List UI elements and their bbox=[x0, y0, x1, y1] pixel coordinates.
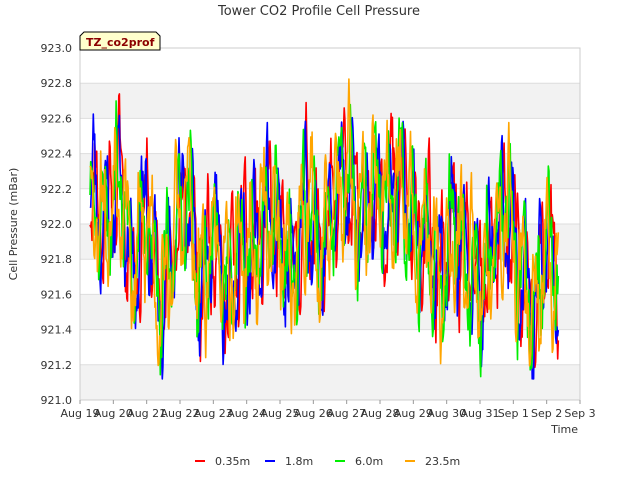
x-tick-label: Aug 24 bbox=[227, 407, 266, 420]
x-tick-label: Aug 28 bbox=[361, 407, 400, 420]
x-tick-label: Aug 26 bbox=[294, 407, 333, 420]
x-tick-label: Sep 1 bbox=[498, 407, 529, 420]
series-lines bbox=[89, 78, 560, 380]
y-tick-label: 921.0 bbox=[41, 394, 73, 407]
x-tick-label: Aug 27 bbox=[327, 407, 366, 420]
y-axis-label: Cell Pressure (mBar) bbox=[7, 168, 20, 281]
series-line-23.5m bbox=[89, 78, 560, 367]
x-tick-label: Aug 29 bbox=[394, 407, 433, 420]
y-tick-label: 922.4 bbox=[41, 148, 73, 161]
background-band bbox=[80, 83, 580, 119]
x-tick-label: Aug 22 bbox=[161, 407, 200, 420]
x-tick-label: Sep 2 bbox=[531, 407, 562, 420]
x-tick-label: Aug 23 bbox=[194, 407, 233, 420]
x-tick-label: Aug 31 bbox=[461, 407, 500, 420]
background-band bbox=[80, 364, 580, 400]
y-tick-label: 921.4 bbox=[41, 324, 73, 337]
y-tick-label: 922.8 bbox=[41, 77, 73, 90]
legend-label: 23.5m bbox=[425, 455, 460, 468]
x-axis-label: Time bbox=[550, 423, 578, 436]
y-tick-label: 922.2 bbox=[41, 183, 73, 196]
plot-frame bbox=[79, 47, 581, 401]
legend-label: 6.0m bbox=[355, 455, 383, 468]
y-tick-label: 922.0 bbox=[41, 218, 73, 231]
x-tick-label: Aug 19 bbox=[61, 407, 100, 420]
legend-label: 1.8m bbox=[285, 455, 313, 468]
x-tick-label: Aug 21 bbox=[127, 407, 166, 420]
station-badge: TZ_co2prof bbox=[79, 31, 161, 51]
chart-title: Tower CO2 Profile Cell Pressure bbox=[217, 4, 420, 19]
y-tick-label: 921.8 bbox=[41, 253, 73, 266]
y-tick-label: 922.6 bbox=[41, 112, 73, 125]
y-tick-label: 921.2 bbox=[41, 359, 73, 372]
y-tick-label: 921.6 bbox=[41, 288, 73, 301]
x-tick-label: Aug 30 bbox=[427, 407, 466, 420]
x-tick-label: Aug 25 bbox=[261, 407, 300, 420]
legend-label: 0.35m bbox=[215, 455, 250, 468]
station-badge-text: TZ_co2prof bbox=[86, 36, 155, 49]
y-axis-ticks: 921.0 921.2 921.4 921.6 921.8 922.0 922.2 922.4… bbox=[41, 42, 73, 407]
x-tick-label: Sep 3 bbox=[564, 407, 595, 420]
y-tick-label: 923.0 bbox=[41, 42, 73, 55]
x-tick-label: Aug 20 bbox=[94, 407, 133, 420]
station-badge-box bbox=[79, 31, 161, 51]
legend: 0.35m 1.8m 6.0m 23.5m bbox=[195, 455, 460, 468]
